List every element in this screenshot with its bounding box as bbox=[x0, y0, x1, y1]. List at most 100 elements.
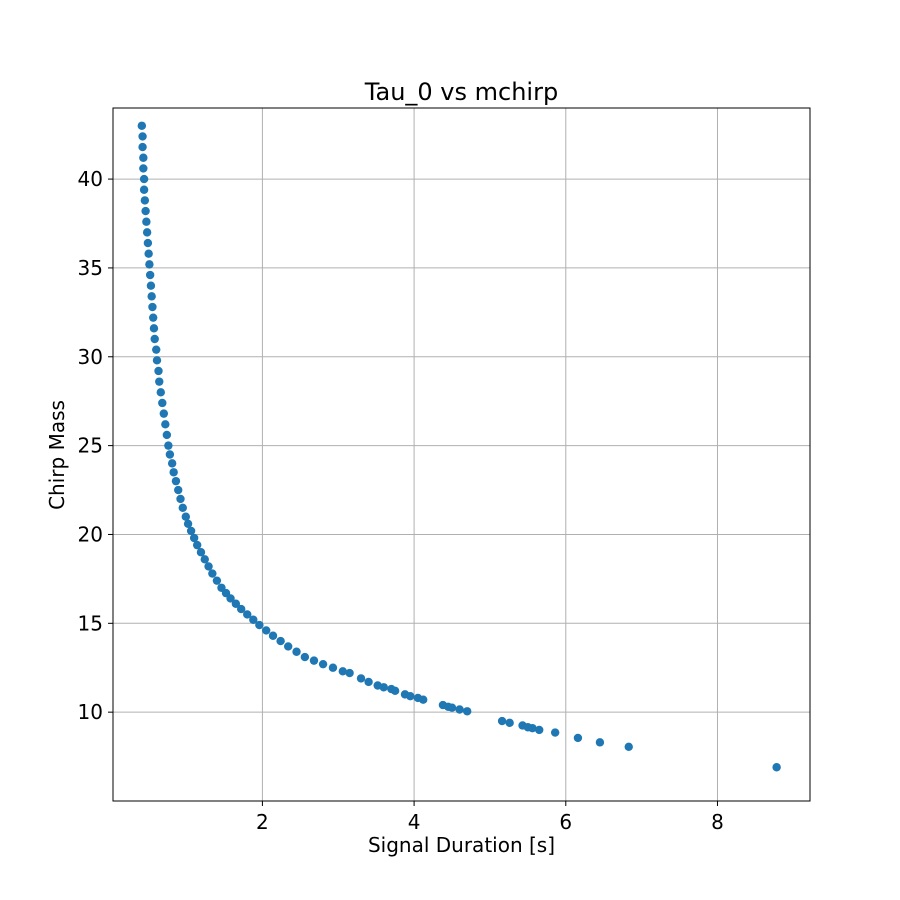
data-point bbox=[154, 366, 163, 376]
data-point bbox=[338, 667, 348, 676]
data-point bbox=[176, 494, 185, 504]
data-point bbox=[164, 441, 173, 450]
data-point bbox=[276, 636, 285, 646]
data-point bbox=[161, 420, 170, 429]
data-point bbox=[497, 716, 507, 726]
data-point bbox=[139, 164, 148, 173]
data-point bbox=[138, 142, 147, 152]
data-point bbox=[455, 705, 464, 714]
y-tick-label: 20 bbox=[78, 522, 103, 546]
data-point bbox=[268, 631, 278, 640]
data-point bbox=[183, 519, 193, 528]
data-point bbox=[139, 185, 149, 194]
x-tick-label: 4 bbox=[408, 810, 421, 834]
data-point bbox=[283, 642, 293, 651]
x-tick-label: 8 bbox=[711, 810, 724, 834]
data-point bbox=[139, 153, 148, 162]
data-point bbox=[447, 703, 457, 712]
data-point bbox=[181, 512, 191, 521]
data-point bbox=[142, 228, 152, 237]
data-point bbox=[204, 562, 213, 571]
data-point bbox=[137, 121, 147, 130]
y-tick-label: 35 bbox=[78, 256, 103, 280]
y-tick-label: 10 bbox=[78, 700, 103, 724]
plot-area-frame bbox=[112, 107, 811, 802]
y-tick-label: 40 bbox=[78, 167, 103, 191]
data-point bbox=[148, 313, 158, 322]
data-point bbox=[141, 206, 150, 216]
data-point bbox=[772, 763, 781, 772]
data-point bbox=[147, 292, 156, 301]
data-point bbox=[309, 656, 319, 665]
data-point bbox=[550, 728, 560, 737]
data-point bbox=[364, 677, 373, 687]
chart-title: Tau_0 vs mchirp bbox=[364, 78, 558, 106]
y-tick-label: 25 bbox=[78, 434, 103, 458]
data-point bbox=[390, 686, 400, 696]
data-point bbox=[155, 377, 164, 386]
y-tick-label: 30 bbox=[78, 345, 103, 369]
data-points bbox=[137, 121, 781, 772]
x-tick-label: 2 bbox=[256, 810, 269, 834]
data-point bbox=[231, 599, 241, 608]
data-point bbox=[178, 503, 187, 513]
data-point bbox=[169, 468, 178, 477]
data-point bbox=[148, 302, 157, 312]
data-point bbox=[212, 576, 222, 585]
data-point bbox=[236, 604, 246, 614]
y-axis-label: Chirp Mass bbox=[45, 400, 69, 510]
data-point bbox=[356, 674, 366, 683]
data-point bbox=[196, 548, 206, 557]
data-point bbox=[189, 533, 199, 543]
data-point bbox=[535, 725, 544, 735]
data-point bbox=[226, 594, 235, 603]
data-point bbox=[528, 723, 537, 733]
data-point bbox=[595, 738, 605, 747]
data-point bbox=[162, 430, 172, 440]
data-point bbox=[174, 485, 183, 495]
data-point bbox=[406, 691, 415, 701]
data-point bbox=[139, 174, 149, 184]
data-point bbox=[243, 610, 252, 619]
data-point bbox=[159, 409, 169, 418]
data-point bbox=[186, 526, 196, 536]
y-tick-label: 15 bbox=[78, 611, 103, 635]
data-point bbox=[142, 217, 151, 226]
data-point bbox=[143, 238, 153, 248]
data-point bbox=[152, 345, 161, 354]
data-point bbox=[624, 742, 633, 752]
data-point bbox=[146, 281, 156, 290]
data-point bbox=[379, 683, 388, 692]
data-point bbox=[149, 324, 159, 333]
data-point bbox=[300, 652, 310, 662]
data-point bbox=[462, 707, 472, 716]
data-point bbox=[505, 718, 514, 728]
data-point bbox=[345, 668, 354, 678]
data-point bbox=[152, 356, 162, 365]
data-point bbox=[208, 569, 217, 578]
data-point bbox=[158, 398, 167, 408]
data-point bbox=[318, 659, 328, 669]
data-point bbox=[144, 249, 153, 258]
data-point bbox=[145, 270, 155, 280]
data-point bbox=[200, 555, 209, 564]
data-point bbox=[328, 663, 338, 672]
data-point bbox=[156, 388, 165, 397]
data-point bbox=[145, 260, 154, 269]
data-point bbox=[573, 733, 583, 743]
data-point bbox=[150, 334, 159, 344]
data-point bbox=[167, 459, 177, 468]
data-point bbox=[249, 615, 258, 624]
data-point bbox=[292, 647, 301, 656]
data-point bbox=[171, 476, 181, 486]
axis-ticks: 2 4 6 8 10 15 20 25 30 35 40 bbox=[78, 167, 724, 834]
data-point bbox=[138, 132, 147, 141]
data-point bbox=[165, 450, 175, 459]
data-point bbox=[192, 540, 202, 550]
x-tick-label: 6 bbox=[559, 810, 572, 834]
data-point bbox=[262, 626, 271, 635]
data-point bbox=[140, 196, 150, 205]
x-axis-label: Signal Duration [s] bbox=[368, 833, 555, 857]
